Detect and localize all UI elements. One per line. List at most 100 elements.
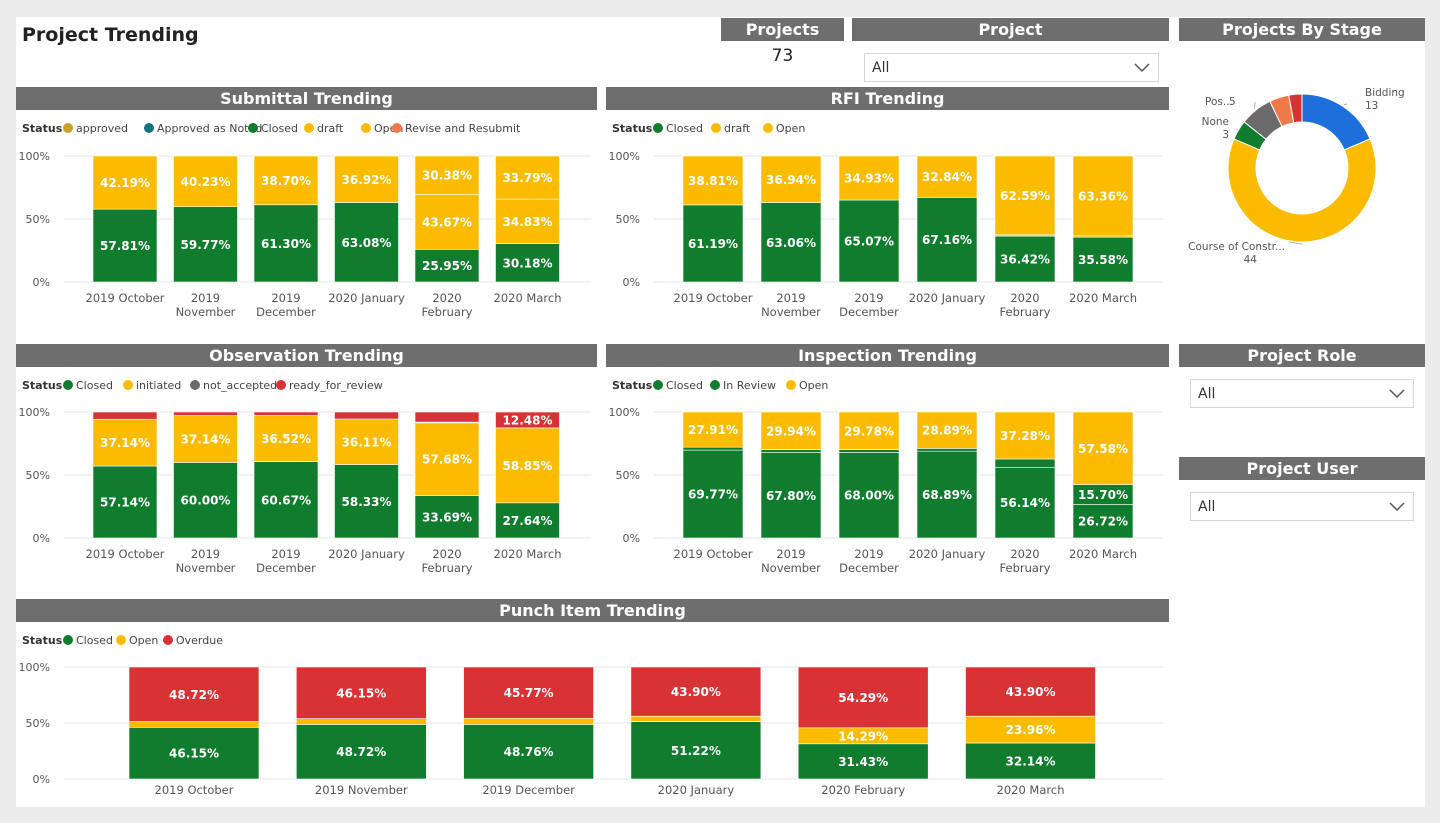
category-label-line: 2020 January	[328, 547, 405, 561]
data-label: 56.14%	[1000, 496, 1050, 510]
category-label-line: 2020	[1010, 291, 1039, 305]
data-label: 46.15%	[336, 686, 386, 700]
data-label: 59.77%	[181, 238, 231, 252]
legend-swatch	[63, 380, 73, 390]
y-tick-label: 0%	[623, 276, 640, 289]
bar-segment-open	[682, 155, 744, 206]
y-tick-label: 100%	[19, 150, 50, 163]
legend-item: Closed	[76, 379, 113, 392]
category-label-line: 2019	[776, 547, 805, 561]
role-dropdown-value: All	[1198, 386, 1216, 402]
category-label-line: 2020 February	[821, 783, 905, 797]
category-label-line: November	[176, 305, 236, 319]
bar-segment-initiated	[173, 415, 238, 463]
category-label: 2020 January	[909, 547, 986, 561]
bar-segment-in-review	[916, 448, 978, 452]
legend-item: ready_for_review	[289, 379, 383, 392]
category-label: 2020 March	[494, 547, 562, 561]
data-label: 37.28%	[1000, 429, 1050, 443]
data-label: 67.80%	[766, 489, 816, 503]
donut-label-name: Pos...	[1205, 96, 1233, 108]
category-label-line: 2020 March	[494, 291, 562, 305]
data-label: 57.81%	[100, 239, 150, 253]
category-label-line: 2019	[191, 547, 220, 561]
data-label: 60.67%	[261, 493, 311, 507]
data-label: 36.94%	[766, 173, 816, 187]
bar-segment-open	[994, 155, 1056, 236]
data-label: 38.81%	[688, 174, 738, 188]
bar-segment-ready-for-review	[334, 411, 399, 420]
data-label: 30.38%	[422, 169, 472, 183]
bar-segment-open	[463, 717, 594, 725]
data-label: 35.58%	[1078, 253, 1128, 267]
observation-chart: Status Closed initiated not_accepted ready_f…	[19, 379, 591, 575]
data-label: 60.00%	[181, 494, 231, 508]
role-slicer-title: Project Role	[1179, 344, 1425, 367]
donut-slice-course-of-construction	[1227, 138, 1377, 243]
category-label: 2019 December	[256, 547, 316, 575]
data-label: 25.95%	[422, 259, 472, 273]
legend-title: Status	[612, 122, 653, 135]
data-label: 67.16%	[922, 233, 972, 247]
bar-segment-closed	[838, 199, 900, 283]
data-label: 29.78%	[844, 424, 894, 438]
data-label: 42.19%	[100, 176, 150, 190]
category-label: 2020 January	[909, 291, 986, 305]
category-label-line: February	[422, 305, 473, 319]
inspection-chart-title: Inspection Trending	[606, 344, 1169, 367]
category-label-line: 2019	[271, 547, 300, 561]
bar-segment-closed	[994, 466, 1056, 539]
category-label-line: 2020	[432, 291, 461, 305]
user-dropdown-value: All	[1198, 499, 1216, 515]
legend-swatch	[786, 380, 796, 390]
bar-segment-open	[173, 155, 238, 207]
legend-item: draft	[317, 122, 344, 135]
data-label: 57.14%	[100, 496, 150, 510]
y-tick-label: 100%	[609, 150, 640, 163]
bar-segment-closed	[630, 721, 762, 780]
category-label: 2019 December	[256, 291, 316, 319]
legend-title: Status	[612, 379, 653, 392]
bar-segment-open	[334, 155, 399, 203]
category-label-line: 2019 October	[674, 547, 753, 561]
projects-count: 73	[771, 46, 794, 66]
data-label: 62.59%	[1000, 189, 1050, 203]
bar-segment-open	[760, 411, 822, 451]
bar-segment-closed	[916, 450, 978, 539]
bar-segment-closed	[994, 235, 1056, 283]
bar-segment-closed	[682, 449, 744, 539]
category-label: 2020 March	[997, 783, 1065, 797]
legend-swatch	[63, 123, 73, 133]
category-label: 2019 November	[761, 547, 821, 575]
bar-segment-closed	[682, 204, 744, 283]
project-dropdown[interactable]: All	[864, 53, 1159, 82]
donut-leader-line	[1343, 103, 1348, 105]
category-label-line: 2019 December	[482, 783, 575, 797]
data-label: 33.69%	[422, 510, 472, 524]
legend-item: Overdue	[176, 634, 223, 647]
bar-segment-closed	[173, 206, 238, 283]
role-dropdown[interactable]: All	[1190, 379, 1414, 408]
data-label: 37.14%	[181, 433, 231, 447]
category-label-line: November	[761, 305, 821, 319]
y-tick-label: 0%	[33, 276, 50, 289]
legend-swatch	[653, 123, 663, 133]
legend-item: approved	[76, 122, 128, 135]
category-label: 2020 February	[821, 783, 905, 797]
punch-chart: Status Closed Open Overdue 100% 50% 0% 46.15% 48…	[19, 634, 1163, 797]
data-label: 45.77%	[504, 686, 554, 700]
data-label: 37.14%	[100, 436, 150, 450]
donut-label-name: Course of Constr...	[1188, 241, 1285, 253]
data-label: 58.33%	[342, 495, 392, 509]
donut-label-name: Bidding	[1365, 87, 1405, 99]
category-label-line: 2019 October	[86, 291, 165, 305]
data-label: 14.29%	[838, 729, 888, 743]
user-dropdown[interactable]: All	[1190, 492, 1414, 521]
data-label: 58.85%	[503, 459, 553, 473]
data-label: 27.64%	[503, 514, 553, 528]
bar-segment-closed	[414, 249, 480, 283]
category-label-line: February	[422, 561, 473, 575]
legend-swatch	[276, 380, 286, 390]
y-tick-label: 50%	[26, 213, 50, 226]
